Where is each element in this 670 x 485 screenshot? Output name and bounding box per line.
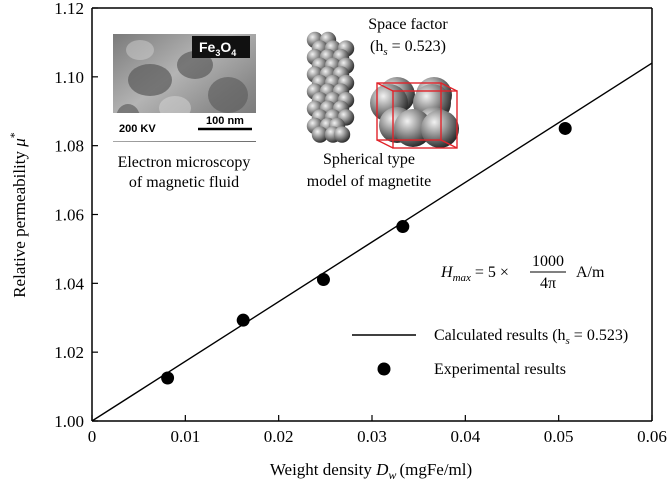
sphere-column-model (306, 31, 355, 143)
sphere-cube-model (370, 77, 459, 149)
legend: Calculated results (hs = 0.523) Experime… (352, 327, 628, 378)
hmax-denominator: 4π (540, 275, 556, 292)
space-factor-line2: (hs = 0.523) (370, 38, 446, 58)
experimental-point (316, 273, 330, 287)
experimental-point (161, 371, 175, 385)
x-tick-label: 0.03 (357, 427, 387, 446)
sphere-caption-line1: Spherical type (323, 151, 415, 168)
x-tick-label: 0.04 (450, 427, 480, 446)
experimental-point (396, 220, 410, 234)
x-tick-label: 0.02 (264, 427, 294, 446)
y-tick-label: 1.06 (54, 206, 84, 225)
x-ticks: 0 0.01 0.02 0.03 0.04 0.05 0.06 (88, 415, 667, 446)
tem-scale-label: 100 nm (206, 115, 244, 127)
y-axis-title: Relative permeability μ* (7, 132, 29, 298)
y-tick-label: 1.10 (54, 68, 84, 87)
y-tick-label: 1.00 (54, 412, 84, 431)
tem-caption-line2: of magnetic fluid (129, 174, 239, 191)
legend-point-swatch (377, 362, 391, 376)
hmax-formula: Hmax = 5 × 1000 4π A/m (440, 253, 605, 292)
model-sphere (311, 126, 329, 143)
hmax-unit: A/m (576, 264, 605, 281)
experimental-point (558, 121, 572, 135)
tem-voltage-label: 200 KV (119, 123, 156, 135)
model-sphere (333, 126, 351, 143)
svg-text:Hmax = 5 ×: Hmax = 5 × (440, 264, 509, 284)
x-tick-label: 0.06 (637, 427, 667, 446)
tem-caption-line1: Electron microscopy (118, 154, 251, 171)
tem-micrograph: Fe3O4 200 KV 100 nm (113, 34, 256, 142)
x-axis-title: Weight density Dw (mgFe/ml) (270, 460, 472, 482)
y-tick-label: 1.08 (54, 137, 84, 156)
experimental-point (236, 313, 250, 327)
y-tick-label: 1.12 (54, 0, 84, 18)
x-tick-label: 0.05 (544, 427, 574, 446)
space-factor-line1: Space factor (368, 16, 448, 33)
y-tick-label: 1.02 (54, 343, 84, 362)
legend-calculated-label: Calculated results (hs = 0.523) (434, 327, 628, 347)
x-tick-label: 0 (88, 427, 97, 446)
experimental-points (161, 121, 572, 385)
y-tick-label: 1.04 (54, 274, 84, 293)
sphere-caption-line2: model of magnetite (307, 173, 431, 190)
hmax-numerator: 1000 (532, 253, 564, 270)
x-tick-label: 0.01 (170, 427, 200, 446)
tem-material-label: Fe3O4 (199, 39, 236, 58)
legend-experimental-label: Experimental results (434, 361, 566, 378)
calculated-results-line (92, 62, 652, 421)
y-ticks: 1.00 1.02 1.04 1.06 1.08 1.10 1.12 (54, 0, 98, 431)
